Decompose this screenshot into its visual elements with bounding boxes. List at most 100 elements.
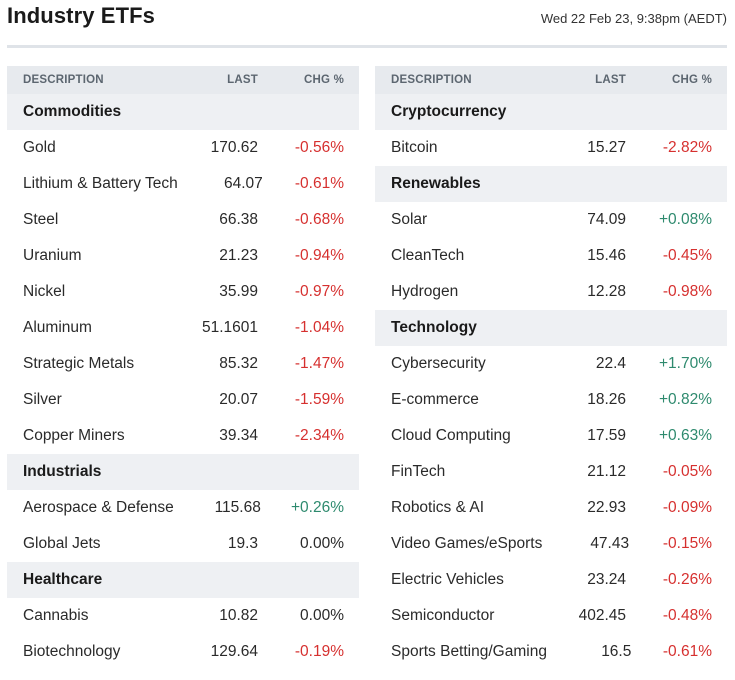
last-price: 115.68 <box>214 499 261 516</box>
table-row[interactable]: Biotechnology 129.64 -0.19% <box>7 634 359 670</box>
change-percent: -0.19% <box>294 643 344 660</box>
last-price: 16.5 <box>601 643 632 660</box>
etf-name[interactable]: Biotechnology <box>23 643 121 660</box>
etf-name[interactable]: Global Jets <box>23 535 101 552</box>
etf-name[interactable]: Uranium <box>23 247 82 264</box>
etf-name[interactable]: Silver <box>23 391 62 408</box>
column-header-last[interactable]: LAST <box>227 74 258 86</box>
change-percent: -1.59% <box>294 391 344 408</box>
last-price: 170.62 <box>210 139 258 156</box>
etf-name[interactable]: Hydrogen <box>391 283 459 300</box>
table-header: DESCRIPTION LAST CHG % <box>7 66 359 94</box>
group-row: Renewables <box>375 166 727 202</box>
etf-name[interactable]: Cybersecurity <box>391 355 486 372</box>
etf-name[interactable]: Electric Vehicles <box>391 571 504 588</box>
page-title: Industry ETFs <box>7 3 155 28</box>
change-percent: -0.05% <box>662 463 712 480</box>
last-price: 23.24 <box>587 571 626 588</box>
etf-name[interactable]: FinTech <box>391 463 446 480</box>
etf-name[interactable]: Aluminum <box>23 319 92 336</box>
table-row[interactable]: Video Games/eSports 47.43 -0.15% <box>375 526 727 562</box>
table-row[interactable]: Nickel 35.99 -0.97% <box>7 274 359 310</box>
table-row[interactable]: Cannabis 10.82 0.00% <box>7 598 359 634</box>
table-header: DESCRIPTION LAST CHG % <box>375 66 727 94</box>
etf-name[interactable]: Copper Miners <box>23 427 125 444</box>
etf-name[interactable]: E-commerce <box>391 391 479 408</box>
table-row[interactable]: Aluminum 51.1601 -1.04% <box>7 310 359 346</box>
change-percent: -1.47% <box>294 355 344 372</box>
column-header-chg[interactable]: CHG % <box>672 74 712 86</box>
last-price: 64.07 <box>223 175 263 192</box>
table-row[interactable]: Strategic Metals 85.32 -1.47% <box>7 346 359 382</box>
etf-name[interactable]: Steel <box>23 211 59 228</box>
etf-name[interactable]: Solar <box>391 211 428 228</box>
etf-name[interactable]: Nickel <box>23 283 66 300</box>
etf-name[interactable]: Lithium & Battery Tech <box>23 175 178 192</box>
group-row: Cryptocurrency <box>375 94 727 130</box>
last-price: 39.34 <box>219 427 258 444</box>
column-header-description[interactable]: DESCRIPTION <box>391 74 472 86</box>
change-percent: -0.48% <box>662 607 712 624</box>
group-row: Commodities <box>7 94 359 130</box>
header-divider <box>7 45 727 48</box>
group-row: Industrials <box>7 454 359 490</box>
last-price: 10.82 <box>219 607 258 624</box>
table-row[interactable]: Silver 20.07 -1.59% <box>7 382 359 418</box>
left-table: DESCRIPTION LAST CHG % Commodities Gold 17… <box>7 66 359 670</box>
right-table: DESCRIPTION LAST CHG % Cryptocurrency Bit… <box>375 66 727 670</box>
column-header-last[interactable]: LAST <box>595 74 626 86</box>
last-price: 85.32 <box>219 355 258 372</box>
group-label: Cryptocurrency <box>391 103 507 120</box>
table-row[interactable]: Hydrogen 12.28 -0.98% <box>375 274 727 310</box>
change-percent: +1.70% <box>658 355 712 372</box>
table-row[interactable]: CleanTech 15.46 -0.45% <box>375 238 727 274</box>
last-price: 66.38 <box>219 211 258 228</box>
etf-name[interactable]: Cannabis <box>23 607 89 624</box>
table-row[interactable]: Steel 66.38 -0.68% <box>7 202 359 238</box>
table-row[interactable]: Cloud Computing 17.59 +0.63% <box>375 418 727 454</box>
etf-name[interactable]: Bitcoin <box>391 139 438 156</box>
last-price: 15.27 <box>587 139 626 156</box>
last-price: 35.99 <box>219 283 258 300</box>
etf-name[interactable]: Robotics & AI <box>391 499 485 516</box>
etf-name[interactable]: Strategic Metals <box>23 355 135 372</box>
last-price: 21.12 <box>587 463 626 480</box>
last-price: 15.46 <box>587 247 626 264</box>
table-row[interactable]: Copper Miners 39.34 -2.34% <box>7 418 359 454</box>
table-row[interactable]: Aerospace & Defense 115.68 +0.26% <box>7 490 359 526</box>
timestamp: Wed 22 Feb 23, 9:38pm (AEDT) <box>540 11 727 26</box>
etf-name[interactable]: Video Games/eSports <box>391 535 543 552</box>
etf-name[interactable]: Cloud Computing <box>391 427 511 444</box>
etf-name[interactable]: Aerospace & Defense <box>23 499 174 516</box>
table-row[interactable]: Global Jets 19.3 0.00% <box>7 526 359 562</box>
table-row[interactable]: Robotics & AI 22.93 -0.09% <box>375 490 727 526</box>
etf-name[interactable]: Gold <box>23 139 56 156</box>
change-percent: -2.34% <box>294 427 344 444</box>
change-percent: 0.00% <box>300 535 344 552</box>
group-label: Technology <box>391 319 477 336</box>
last-price: 21.23 <box>219 247 258 264</box>
etf-name[interactable]: Sports Betting/Gaming <box>391 643 547 660</box>
table-row[interactable]: Sports Betting/Gaming 16.5 -0.61% <box>375 634 727 670</box>
column-header-chg[interactable]: CHG % <box>304 74 344 86</box>
table-row[interactable]: Gold 170.62 -0.56% <box>7 130 359 166</box>
table-row[interactable]: Semiconductor 402.45 -0.48% <box>375 598 727 634</box>
change-percent: -2.82% <box>662 139 712 156</box>
group-label: Industrials <box>23 463 102 480</box>
etf-name[interactable]: Semiconductor <box>391 607 495 624</box>
table-row[interactable]: Lithium & Battery Tech 64.07 -0.61% <box>7 166 359 202</box>
table-row[interactable]: Uranium 21.23 -0.94% <box>7 238 359 274</box>
last-price: 17.59 <box>587 427 626 444</box>
etf-name[interactable]: CleanTech <box>391 247 465 264</box>
table-row[interactable]: Cybersecurity 22.4 +1.70% <box>375 346 727 382</box>
table-row[interactable]: Solar 74.09 +0.08% <box>375 202 727 238</box>
change-percent: +0.26% <box>290 499 344 516</box>
column-header-description[interactable]: DESCRIPTION <box>23 74 104 86</box>
table-row[interactable]: E-commerce 18.26 +0.82% <box>375 382 727 418</box>
change-percent: +0.63% <box>658 427 712 444</box>
table-row[interactable]: Bitcoin 15.27 -2.82% <box>375 130 727 166</box>
table-row[interactable]: FinTech 21.12 -0.05% <box>375 454 727 490</box>
change-percent: -0.97% <box>294 283 344 300</box>
table-row[interactable]: Electric Vehicles 23.24 -0.26% <box>375 562 727 598</box>
